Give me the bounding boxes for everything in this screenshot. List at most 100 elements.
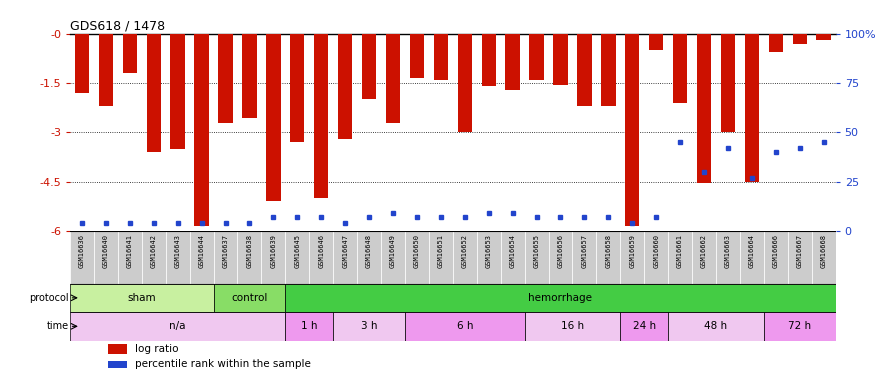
Bar bbox=[70, 231, 94, 284]
Text: GSM16667: GSM16667 bbox=[797, 234, 802, 268]
Bar bbox=[816, 34, 831, 40]
Bar bbox=[601, 34, 615, 106]
Bar bbox=[812, 231, 836, 284]
Bar bbox=[214, 284, 285, 312]
Bar bbox=[381, 231, 405, 284]
Text: GDS618 / 1478: GDS618 / 1478 bbox=[70, 20, 165, 33]
Bar bbox=[625, 34, 640, 226]
Text: log ratio: log ratio bbox=[135, 344, 178, 354]
Bar bbox=[219, 34, 233, 123]
Bar bbox=[525, 312, 620, 340]
Bar bbox=[549, 231, 572, 284]
Bar bbox=[333, 231, 357, 284]
Text: hemorrhage: hemorrhage bbox=[528, 293, 592, 303]
Bar bbox=[405, 231, 429, 284]
Text: 16 h: 16 h bbox=[561, 321, 584, 332]
Bar bbox=[578, 34, 592, 106]
Text: 72 h: 72 h bbox=[788, 321, 811, 332]
Bar bbox=[500, 231, 525, 284]
Bar bbox=[668, 231, 692, 284]
Text: 6 h: 6 h bbox=[457, 321, 473, 332]
Bar bbox=[434, 34, 448, 80]
Text: GSM16655: GSM16655 bbox=[534, 234, 540, 268]
Bar bbox=[386, 34, 400, 123]
Bar bbox=[99, 34, 113, 106]
Bar bbox=[285, 312, 333, 340]
Bar bbox=[768, 34, 783, 52]
Text: GSM16658: GSM16658 bbox=[606, 234, 612, 268]
Bar bbox=[108, 344, 128, 354]
Bar bbox=[314, 34, 328, 198]
Bar bbox=[620, 231, 644, 284]
Bar bbox=[429, 231, 453, 284]
Bar bbox=[108, 360, 128, 368]
Bar bbox=[290, 34, 304, 142]
Bar bbox=[190, 231, 214, 284]
Bar bbox=[673, 34, 687, 103]
Text: GSM16649: GSM16649 bbox=[390, 234, 396, 268]
Bar bbox=[147, 34, 161, 152]
Bar bbox=[118, 231, 142, 284]
Bar bbox=[649, 34, 663, 50]
Bar bbox=[764, 231, 788, 284]
Bar bbox=[525, 231, 549, 284]
Bar bbox=[194, 34, 209, 226]
Bar bbox=[793, 34, 807, 44]
Bar bbox=[237, 231, 262, 284]
Text: GSM16642: GSM16642 bbox=[150, 234, 157, 268]
Text: GSM16660: GSM16660 bbox=[653, 234, 659, 268]
Text: GSM16644: GSM16644 bbox=[199, 234, 205, 268]
Text: GSM16654: GSM16654 bbox=[509, 234, 515, 268]
Bar bbox=[458, 34, 472, 132]
Text: n/a: n/a bbox=[170, 321, 186, 332]
Bar bbox=[721, 34, 735, 132]
Text: GSM16662: GSM16662 bbox=[701, 234, 707, 268]
Text: GSM16657: GSM16657 bbox=[581, 234, 587, 268]
Text: GSM16661: GSM16661 bbox=[677, 234, 683, 268]
Text: GSM16652: GSM16652 bbox=[462, 234, 468, 268]
Text: GSM16645: GSM16645 bbox=[294, 234, 300, 268]
Bar bbox=[142, 231, 165, 284]
Bar bbox=[362, 34, 376, 99]
Bar bbox=[477, 231, 500, 284]
Bar bbox=[74, 34, 89, 93]
Bar bbox=[529, 34, 543, 80]
Bar bbox=[285, 231, 309, 284]
Text: GSM16641: GSM16641 bbox=[127, 234, 133, 268]
Bar bbox=[70, 312, 285, 340]
Text: sham: sham bbox=[128, 293, 156, 303]
Bar bbox=[285, 284, 836, 312]
Bar bbox=[481, 34, 496, 86]
Bar bbox=[668, 312, 764, 340]
Bar bbox=[696, 34, 711, 183]
Text: GSM16636: GSM16636 bbox=[79, 234, 85, 268]
Bar bbox=[410, 34, 424, 78]
Bar bbox=[405, 312, 525, 340]
Text: GSM16656: GSM16656 bbox=[557, 234, 564, 268]
Text: GSM16638: GSM16638 bbox=[247, 234, 253, 268]
Text: control: control bbox=[231, 293, 268, 303]
Bar bbox=[309, 231, 333, 284]
Bar bbox=[123, 34, 137, 73]
Text: GSM16647: GSM16647 bbox=[342, 234, 348, 268]
Text: 24 h: 24 h bbox=[633, 321, 655, 332]
Bar bbox=[262, 231, 285, 284]
Text: GSM16659: GSM16659 bbox=[629, 234, 635, 268]
Bar bbox=[788, 231, 812, 284]
Bar bbox=[214, 231, 237, 284]
Bar bbox=[171, 34, 185, 149]
Text: GSM16651: GSM16651 bbox=[438, 234, 444, 268]
Bar bbox=[745, 34, 760, 182]
Bar bbox=[597, 231, 620, 284]
Text: GSM16637: GSM16637 bbox=[222, 234, 228, 268]
Text: GSM16664: GSM16664 bbox=[749, 234, 755, 268]
Text: GSM16639: GSM16639 bbox=[270, 234, 276, 268]
Text: protocol: protocol bbox=[29, 293, 69, 303]
Text: GSM16650: GSM16650 bbox=[414, 234, 420, 268]
Bar bbox=[453, 231, 477, 284]
Text: GSM16653: GSM16653 bbox=[486, 234, 492, 268]
Bar bbox=[572, 231, 597, 284]
Text: 1 h: 1 h bbox=[301, 321, 318, 332]
Bar bbox=[620, 312, 668, 340]
Text: time: time bbox=[46, 321, 69, 332]
